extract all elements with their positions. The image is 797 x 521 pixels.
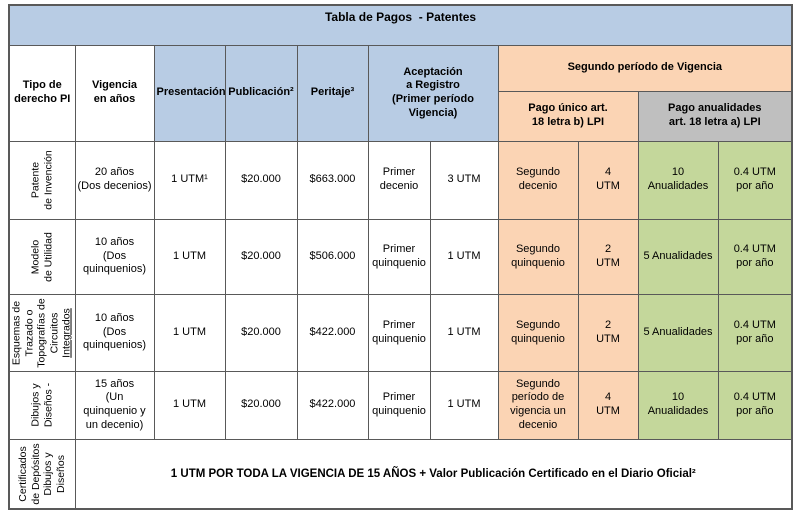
cell-vigencia: 10 años (Dos quinquenios)	[74, 218, 155, 295]
cell-aceptacion-valor: 1 UTM	[429, 218, 499, 295]
cell-aceptacion-periodo: Primer quinquenio	[367, 370, 431, 440]
table-row-certificados-depositos: Certificados de Depósitos Dibujos y Dise…	[8, 438, 793, 510]
cell-anualidades-valor: 0.4 UTM por año	[717, 293, 793, 372]
cell-tipo-derecho: Certificados de Depósitos Dibujos y Dise…	[8, 438, 76, 510]
cell-tipo-derecho: Modelo de Utilidad	[8, 218, 76, 295]
cell-tipo-derecho: Patente de Invención	[8, 140, 76, 220]
cell-aceptacion-valor: 1 UTM	[429, 370, 499, 440]
table-row-modelo-utilidad: Modelo de Utilidad 10 años (Dos quinquen…	[8, 218, 793, 295]
title-row: Tabla de Pagos - Patentes	[8, 4, 793, 46]
cell-presentacion: 1 UTM	[153, 370, 226, 440]
cell-presentacion: 1 UTM	[153, 293, 226, 372]
cell-pago-unico-periodo: Segundo período de vigencia un decenio	[497, 370, 579, 440]
page-title: Tabla de Pagos - Patentes	[8, 4, 793, 46]
col-header-pago-unico: Pago único art. 18 letra b) LPI	[497, 90, 639, 142]
cell-peritaje: $663.000	[296, 140, 369, 220]
vertical-row-label: Modelo de Utilidad	[29, 231, 55, 282]
cell-peritaje: $422.000	[296, 293, 369, 372]
cell-anualidades: 10 Anualidades	[637, 140, 719, 220]
vertical-row-label: Esquemas de Trazado o Topografías de Cir…	[10, 297, 74, 368]
cell-pago-unico-periodo: Segundo quinquenio	[497, 218, 579, 295]
cell-pago-unico-periodo: Segundo quinquenio	[497, 293, 579, 372]
cell-aceptacion-periodo: Primer quinquenio	[367, 293, 431, 372]
cell-aceptacion-valor: 3 UTM	[429, 140, 499, 220]
cell-anualidades: 5 Anualidades	[637, 293, 719, 372]
cell-vigencia: 20 años (Dos decenios)	[74, 140, 155, 220]
cell-anualidades-valor: 0.4 UTM por año	[717, 370, 793, 440]
cell-publicacion: $20.000	[224, 218, 298, 295]
col-header-publicacion: Publicación²	[224, 44, 298, 142]
cell-tipo-derecho: Dibujos y Diseños -	[8, 370, 76, 440]
table-row-patente-invencion: Patente de Invención 20 años (Dos deceni…	[8, 140, 793, 220]
patents-fee-table: Tabla de Pagos - Patentes Tipo de derech…	[8, 4, 794, 510]
cell-tipo-derecho: Esquemas de Trazado o Topografías de Cir…	[8, 293, 76, 372]
cell-pago-unico-valor: 2 UTM	[577, 218, 639, 295]
col-header-vigencia: Vigencia en años	[74, 44, 155, 142]
cell-pago-unico-valor: 2 UTM	[577, 293, 639, 372]
cell-anualidades-valor: 0.4 UTM por año	[717, 218, 793, 295]
cell-certificados-note: 1 UTM POR TODA LA VIGENCIA DE 15 AÑOS + …	[74, 438, 793, 510]
header-subrow: Pago único art. 18 letra b) LPI Pago anu…	[9, 90, 793, 142]
cell-vigencia: 15 años (Un quinquenio y un decenio)	[74, 370, 155, 440]
col-header-tipo-derecho: Tipo de derecho PI	[8, 44, 76, 142]
cell-presentacion: 1 UTM	[153, 218, 226, 295]
cell-peritaje: $422.000	[296, 370, 369, 440]
col-header-presentacion: Presentación	[153, 44, 226, 142]
cell-pago-unico-periodo: Segundo decenio	[497, 140, 579, 220]
cell-publicacion: $20.000	[224, 293, 298, 372]
table-row-esquemas-trazado: Esquemas de Trazado o Topografías de Cir…	[8, 293, 793, 372]
cell-aceptacion-periodo: Primer decenio	[367, 140, 431, 220]
header-row: Tipo de derecho PI Vigencia en años Pres…	[8, 44, 793, 142]
col-header-aceptacion-registro: Aceptación a Registro (Primer período Vi…	[367, 44, 499, 142]
col-header-peritaje: Peritaje³	[296, 44, 369, 142]
table-row-dibujos-disenos: Dibujos y Diseños - 15 años (Un quinquen…	[8, 370, 793, 440]
cell-aceptacion-valor: 1 UTM	[429, 293, 499, 372]
cell-aceptacion-periodo: Primer quinquenio	[367, 218, 431, 295]
vertical-row-label: Dibujos y Diseños -	[29, 382, 55, 428]
vertical-row-label: Patente de Invención	[29, 150, 55, 210]
vertical-row-label: Certificados de Depósitos Dibujos y Dise…	[17, 443, 67, 505]
cell-pago-unico-valor: 4 UTM	[577, 140, 639, 220]
cell-anualidades: 5 Anualidades	[637, 218, 719, 295]
cell-pago-unico-valor: 4 UTM	[577, 370, 639, 440]
col-header-segundo-periodo: Segundo período de Vigencia	[497, 44, 793, 92]
cell-vigencia: 10 años (Dos quinquenios)	[74, 293, 155, 372]
cell-peritaje: $506.000	[296, 218, 369, 295]
col-header-pago-anualidades: Pago anualidades art. 18 letra a) LPI	[637, 90, 793, 142]
cell-anualidades-valor: 0.4 UTM por año	[717, 140, 793, 220]
cell-presentacion: 1 UTM¹	[153, 140, 226, 220]
cell-anualidades: 10 Anualidades	[637, 370, 719, 440]
cell-publicacion: $20.000	[224, 370, 298, 440]
cell-publicacion: $20.000	[224, 140, 298, 220]
